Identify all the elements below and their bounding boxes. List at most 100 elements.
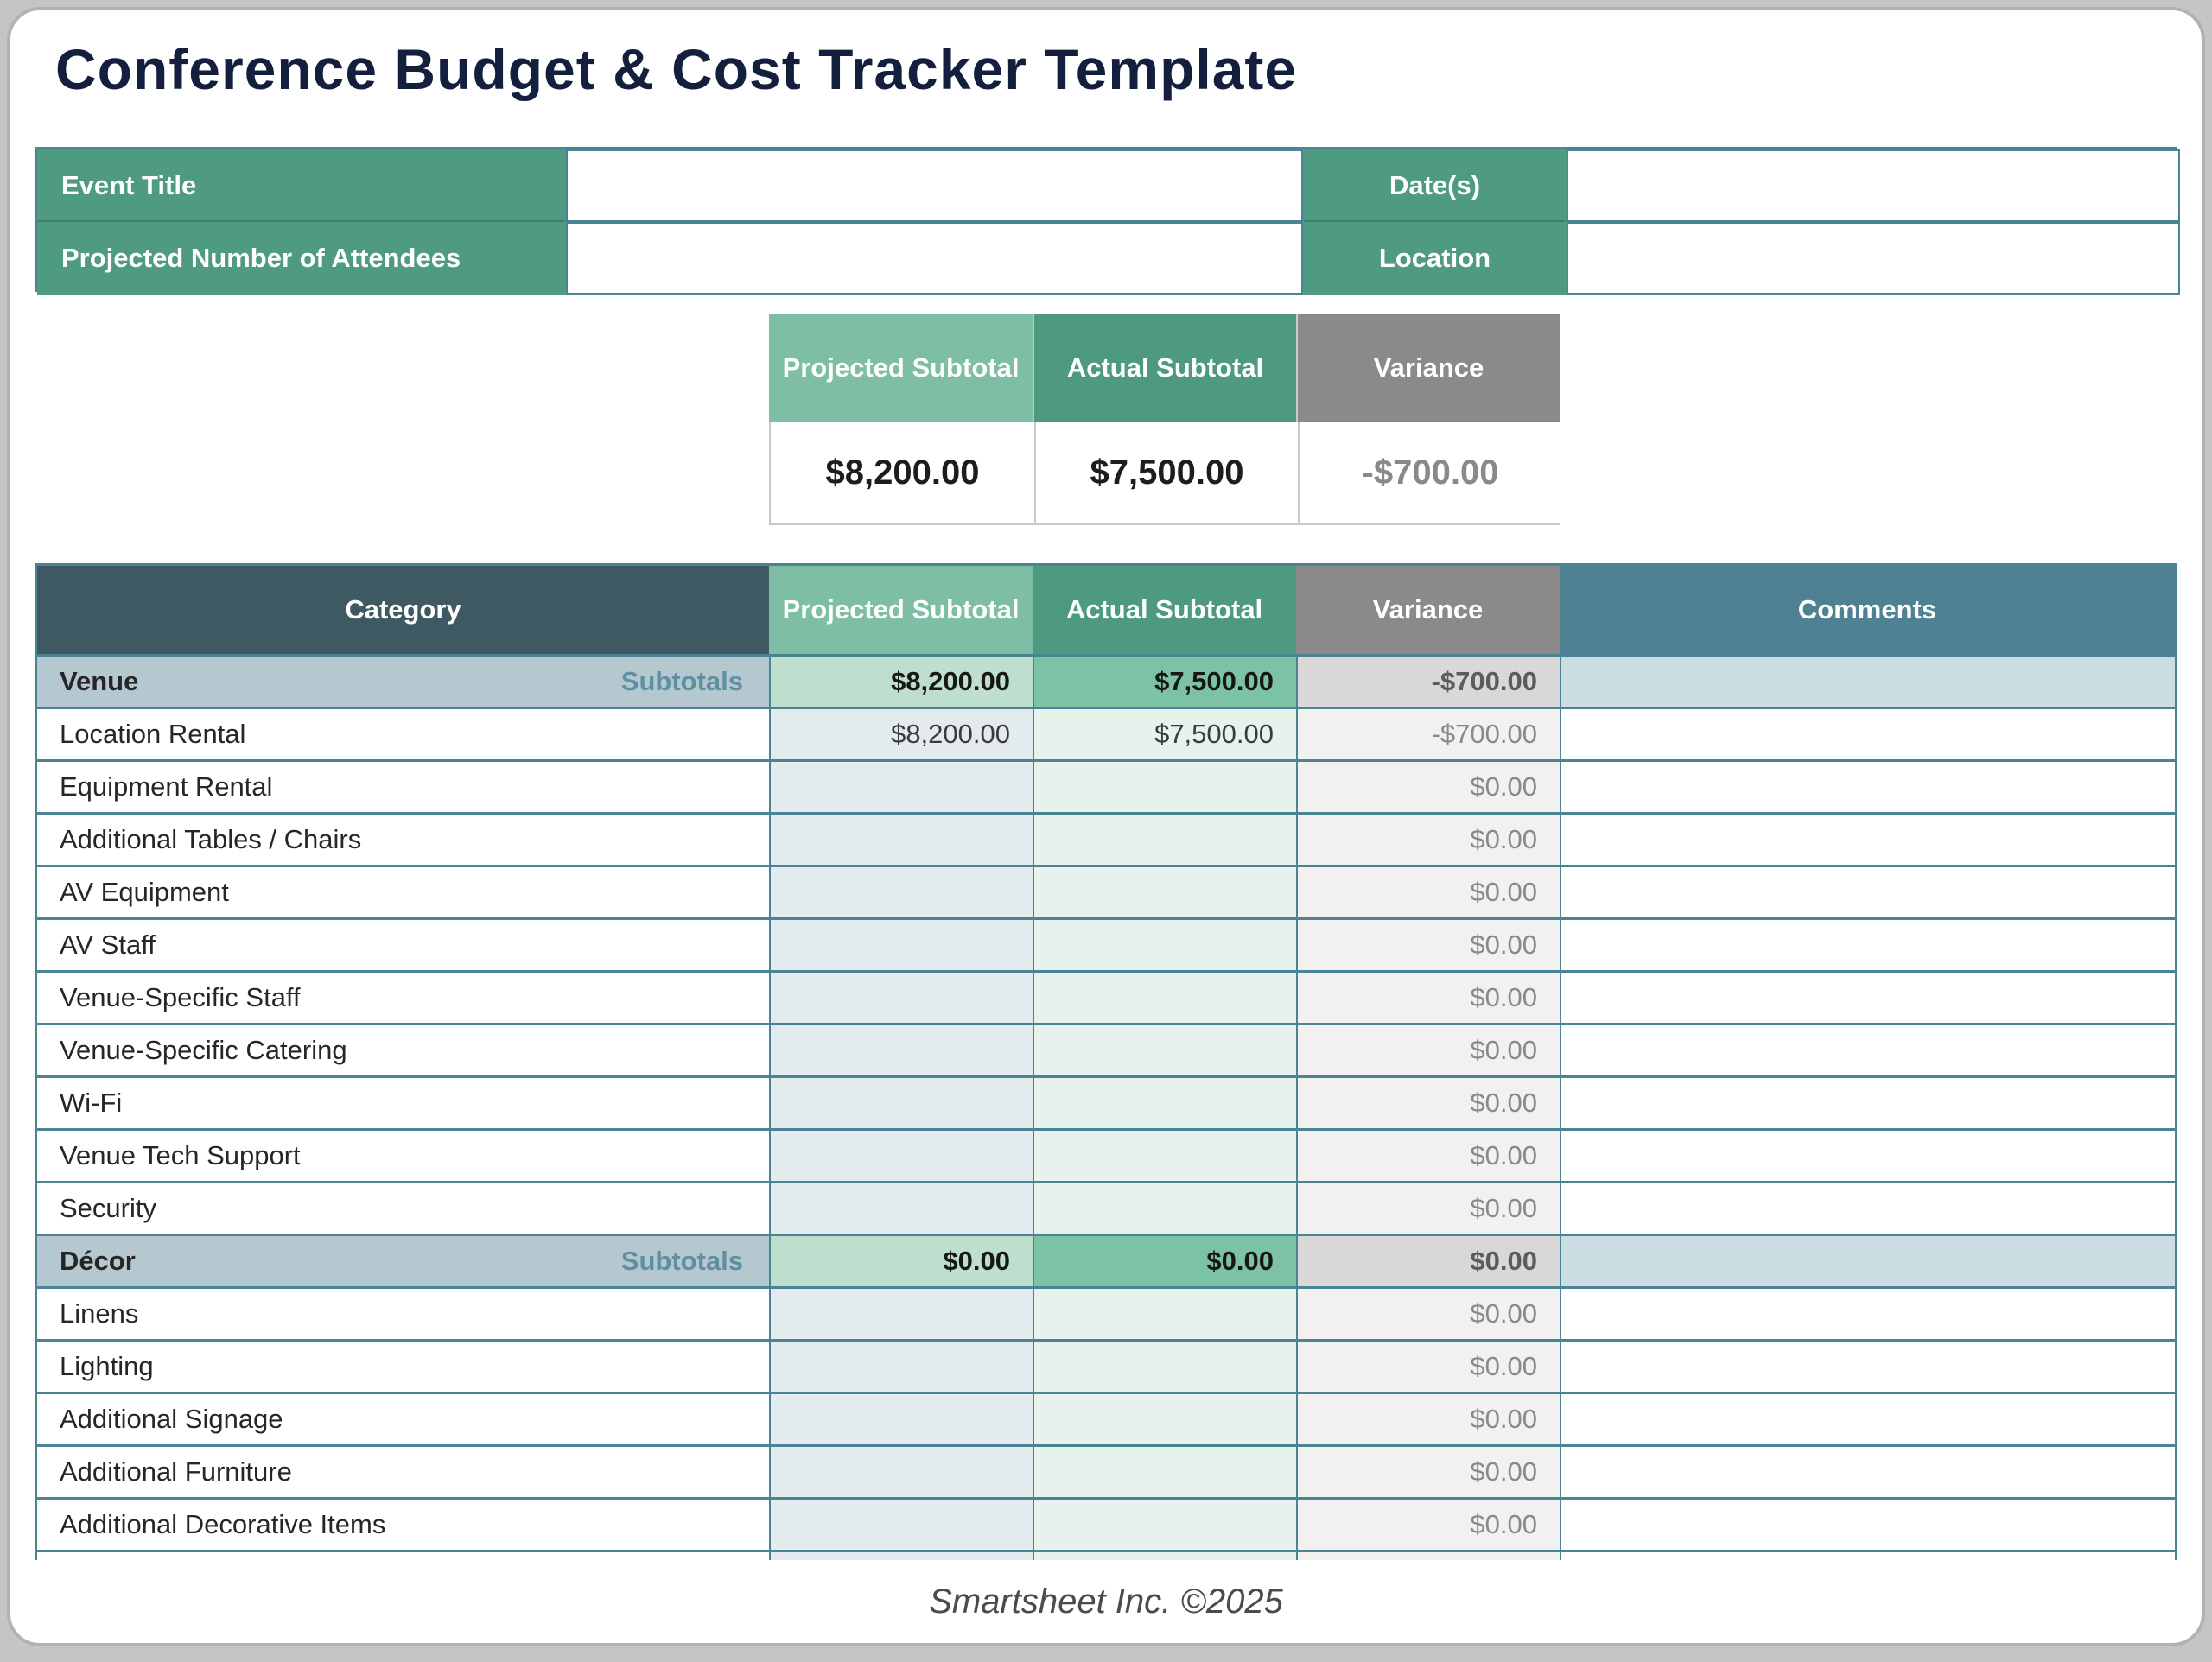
projected-cell[interactable] <box>769 762 1033 812</box>
projected-cell[interactable] <box>769 815 1033 865</box>
variance-cell: $0.00 <box>1296 867 1560 917</box>
table-row: Wi-Fi $0.00 <box>37 1075 2175 1128</box>
table-row: Additional Decorative Items $0.00 <box>37 1497 2175 1550</box>
projected-cell[interactable] <box>769 1025 1033 1075</box>
table-row-cropped <box>37 1550 2175 1560</box>
projected-cell[interactable] <box>769 973 1033 1023</box>
actual-cell[interactable] <box>1033 815 1296 865</box>
category-cell <box>37 1552 769 1560</box>
comments-cell[interactable] <box>1560 867 2175 917</box>
comments-cell[interactable] <box>1560 920 2175 970</box>
actual-cell[interactable] <box>1033 1183 1296 1234</box>
actual-cell[interactable] <box>1033 1394 1296 1444</box>
projected-cell[interactable] <box>769 867 1033 917</box>
variance-cell: $0.00 <box>1296 920 1560 970</box>
comments-cell[interactable] <box>1560 709 2175 759</box>
actual-cell[interactable] <box>1033 1078 1296 1128</box>
comments-cell[interactable] <box>1560 1131 2175 1181</box>
comments-cell[interactable] <box>1560 1342 2175 1392</box>
category-cell: Equipment Rental <box>60 771 273 802</box>
location-input-cell[interactable] <box>1567 222 2180 295</box>
actual-cell[interactable]: $7,500.00 <box>1033 709 1296 759</box>
variance-cell: $0.00 <box>1296 815 1560 865</box>
projected-cell[interactable] <box>769 1078 1033 1128</box>
actual-cell[interactable] <box>1033 1447 1296 1497</box>
projected-cell[interactable] <box>769 1342 1033 1392</box>
projected-cell[interactable] <box>769 1447 1033 1497</box>
dates-label: Date(s) <box>1303 149 1567 222</box>
table-row: Lighting $0.00 <box>37 1339 2175 1392</box>
table-row: Location Rental $8,200.00 $7,500.00 -$70… <box>37 707 2175 759</box>
event-info-table: Event Title Date(s) Projected Number of … <box>35 147 2180 295</box>
dates-input-cell[interactable] <box>1567 149 2180 222</box>
variance-cell: $0.00 <box>1296 1131 1560 1181</box>
actual-cell <box>1033 1552 1296 1560</box>
category-cell: Additional Signage <box>60 1404 283 1434</box>
variance-cell: $0.00 <box>1296 1500 1560 1550</box>
comments-header: Comments <box>1560 566 2175 654</box>
category-cell: Additional Tables / Chairs <box>60 824 362 854</box>
projected-cell[interactable] <box>769 1183 1033 1234</box>
variance-cell: -$700.00 <box>1296 657 1560 707</box>
projected-cell[interactable] <box>769 1500 1033 1550</box>
actual-cell: $7,500.00 <box>1033 657 1296 707</box>
summary-table: Projected Subtotal Actual Subtotal Varia… <box>769 314 1561 525</box>
variance-cell: -$700.00 <box>1296 709 1560 759</box>
variance-header: Variance <box>1296 566 1560 654</box>
summary-header-row: Projected Subtotal Actual Subtotal Varia… <box>769 314 1560 422</box>
comments-cell[interactable] <box>1560 1025 2175 1075</box>
projected-cell[interactable] <box>769 920 1033 970</box>
comments-cell <box>1560 657 2175 707</box>
comments-cell[interactable] <box>1560 1289 2175 1339</box>
projected-cell[interactable] <box>769 1394 1033 1444</box>
variance-cell: $0.00 <box>1296 762 1560 812</box>
budget-header-row: Category Projected Subtotal Actual Subto… <box>37 566 2175 654</box>
variance-cell: $0.00 <box>1296 1025 1560 1075</box>
summary-projected-value: $8,200.00 <box>771 422 1034 523</box>
category-cell: Wi-Fi <box>60 1088 123 1118</box>
summary-actual-header: Actual Subtotal <box>1033 314 1296 422</box>
comments-cell[interactable] <box>1560 1078 2175 1128</box>
summary-projected-header: Projected Subtotal <box>769 314 1033 422</box>
actual-cell[interactable] <box>1033 762 1296 812</box>
actual-cell[interactable] <box>1033 920 1296 970</box>
actual-cell[interactable] <box>1033 973 1296 1023</box>
comments-cell[interactable] <box>1560 1394 2175 1444</box>
category-cell: AV Equipment <box>60 877 229 907</box>
actual-cell[interactable] <box>1033 1500 1296 1550</box>
variance-cell: $0.00 <box>1296 1183 1560 1234</box>
actual-cell[interactable] <box>1033 867 1296 917</box>
comments-cell[interactable] <box>1560 762 2175 812</box>
variance-cell: $0.00 <box>1296 1394 1560 1444</box>
summary-variance-value: -$700.00 <box>1298 422 1561 523</box>
variance-cell <box>1296 1552 1560 1560</box>
table-row: Equipment Rental $0.00 <box>37 759 2175 812</box>
category-cell: Venue-Specific Staff <box>60 982 301 1012</box>
actual-cell[interactable] <box>1033 1025 1296 1075</box>
variance-cell: $0.00 <box>1296 1289 1560 1339</box>
table-row: Venue-Specific Catering $0.00 <box>37 1023 2175 1075</box>
event-title-input-cell[interactable] <box>566 149 1303 222</box>
table-row-decor-subtotal: Décor Subtotals $0.00 $0.00 $0.00 <box>37 1234 2175 1286</box>
projected-cell[interactable]: $8,200.00 <box>769 709 1033 759</box>
location-label: Location <box>1303 222 1567 295</box>
comments-cell[interactable] <box>1560 973 2175 1023</box>
comments-cell[interactable] <box>1560 1447 2175 1497</box>
projected-cell[interactable] <box>769 1289 1033 1339</box>
category-cell: Location Rental <box>60 719 246 749</box>
comments-cell[interactable] <box>1560 1183 2175 1234</box>
actual-cell[interactable] <box>1033 1131 1296 1181</box>
actual-cell[interactable] <box>1033 1289 1296 1339</box>
attendees-input-cell[interactable] <box>566 222 1303 295</box>
table-row: Additional Signage $0.00 <box>37 1392 2175 1444</box>
actual-cell[interactable] <box>1033 1342 1296 1392</box>
comments-cell[interactable] <box>1560 1500 2175 1550</box>
projected-cell[interactable] <box>769 1131 1033 1181</box>
comments-cell <box>1560 1552 2175 1560</box>
variance-cell: $0.00 <box>1296 1342 1560 1392</box>
category-cell: Additional Decorative Items <box>60 1509 386 1539</box>
comments-cell[interactable] <box>1560 815 2175 865</box>
subtotals-label: Subtotals <box>620 1246 743 1276</box>
category-cell: Venue Tech Support <box>60 1140 301 1170</box>
copyright-footer: Smartsheet Inc. ©2025 <box>929 1583 1283 1621</box>
